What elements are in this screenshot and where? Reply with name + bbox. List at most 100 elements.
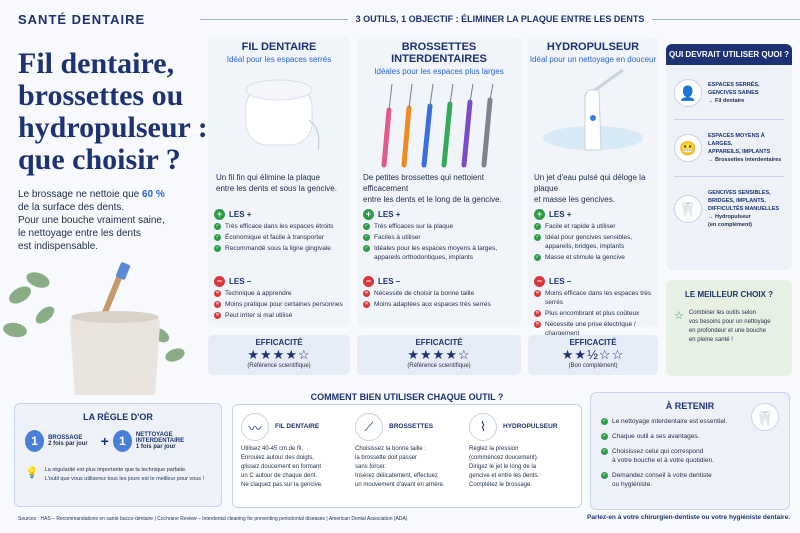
sidebar-title: QUI DEVRAIT UTILISER QUOI ? [666,44,792,65]
pros-label: + LES + [363,209,519,220]
how-title: COMMENT BIEN UTILISER CHAQUE OUTIL ? [310,392,504,402]
rule-frequency: 1 fois par jour [135,444,176,450]
plus-icon: + [534,209,545,220]
best-line: en profondeur et une bouche [688,328,766,334]
list-item: ✓ Idéal pour gencives sensibles, appareil… [534,233,660,251]
water-flosser-icon: ⌇ [469,413,497,441]
pros-text: LES + [549,210,572,219]
list-item: ✕ Plus encombrant et plus coûteux [534,309,660,318]
intro-line: est indispensable. [18,241,99,252]
item-text: Très efficace dans les espaces étroits [225,223,334,230]
list-item: ✕ Moins adaptées aux espaces très serrés [363,300,519,309]
interdental-brushes-image [381,83,494,168]
item-text: Nécessite une prise électrique / chargem… [545,321,636,337]
how-line: un mouvement d'avant en arrière. [355,482,445,488]
row-arrow: → Fil dentaire [708,98,745,104]
page-title: Fil dentaire, brossettes ou hydropulseur… [18,48,208,176]
how-line: gencive et entre les dents. [469,473,540,479]
x-icon: ✕ [214,301,221,308]
check-icon: ✓ [214,245,221,252]
brush-icon: ⟋ [355,413,383,441]
how-line: Ne claquez pas sur la gencive. [241,482,323,488]
rule-label: NETTOYAGE INTERDENTAIRE [135,432,185,444]
cons-list: − LES – ✕ Nécessite de choisir la bonne ta… [363,276,519,309]
item-text: Nécessite de choisir la bonne taille [374,290,475,297]
title-line: hydropulseur : [18,111,208,144]
item-text: Technique à apprendre [225,290,292,297]
row-text: GENCIVES SENSIBLES, [708,190,771,196]
row-text: APPAREILS, IMPLANTS [708,149,771,155]
check-icon: ✓ [363,245,370,252]
item-text: Masse et stimule la gencive [545,254,625,261]
list-item: ✓ Masse et stimule la gencive [534,253,660,262]
retain-item: ✓ Demandez conseil à votre dentiste ou hyg… [601,471,789,489]
check-icon: ✓ [534,234,541,241]
efficacy-label: EFFICACITÉ [415,338,463,347]
rule-note: L'outil que vous utiliserez tous les jou… [44,476,205,482]
objective-banner: 3 OUTILS, 1 OBJECTIF : ÉLIMINER LA PLAQU… [200,14,800,24]
list-item: ✕ Technique à apprendre [214,289,350,298]
best-title: LE MEILLEUR CHOIX ? [685,290,773,299]
star-rating: ★★★★☆ [247,347,311,362]
star-rating: ★★★★☆ [407,347,471,362]
efficacy-label: EFFICACITÉ [569,338,617,347]
retain-text: Le nettoyage interdentaire est essentiel… [612,418,728,425]
intro-line: de la surface des dents. [18,202,125,213]
sidebar-row: 👤 ESPACES SERRÉS, GENCIVES SAINES → Fil … [674,79,784,107]
tool-description: De petites brossettes qui nettoient effi… [363,172,521,205]
who-should-use-panel: QUI DEVRAIT UTILISER QUOI ? 👤 ESPACES SE… [666,44,792,270]
minus-icon: − [214,276,225,287]
desc-line: entre les dents et le long de la gencive… [363,195,502,204]
minus-icon: − [534,276,545,287]
retain-item: ✓ Choisissez celui qui correspond à votre … [601,447,789,465]
desc-line: De petites brossettes qui nettoient effi… [363,173,484,193]
pros-list: + LES + ✓ Facile et rapide à utiliser ✓ Idé… [534,209,660,262]
cons-text: LES – [229,277,252,286]
how-line: sans forcer. [355,464,387,470]
x-icon: ✕ [214,290,221,297]
footer-cta: Parlez-en à votre chirurgien-dentiste ou… [587,514,790,521]
water-flosser-image [543,68,643,151]
efficacy-label: EFFICACITÉ [255,338,303,347]
rating-note: (Référence scientifique) [247,363,311,369]
cons-label: − LES – [534,276,660,287]
list-item: ✕ Moins efficace dans les espaces très se… [534,289,660,307]
rating-note: (Bon complément) [568,363,618,369]
list-item: ✓ Très efficace dans les espaces étroits [214,222,350,231]
desc-line: Un jet d'eau pulsé qui déloge la plaque [534,173,646,193]
cons-text: LES – [549,277,572,286]
retain-text: Chaque outil a ses avantages. [612,433,700,440]
item-text: Moins efficace dans les espaces très ser… [545,290,652,306]
how-line: un C autour de chaque dent. [241,473,318,479]
floss-icon: 〰 [241,413,269,441]
item-text: Recommandé sous la ligne gingivale [225,245,331,252]
tool-name: BROSSETTES INTERDENTAIRES [391,41,487,65]
intro-line: le nettoyage entre les dents [18,228,141,239]
rule-label: BROSSAGE [48,435,83,441]
check-icon: ✓ [363,223,370,230]
retain-text: Demandez conseil à votre dentiste [612,472,712,479]
x-icon: ✕ [214,312,221,319]
item-text: Moins pratique pour certaines personnes [225,301,343,308]
row-text: BRIDGES, IMPLANTS, [708,198,766,204]
cons-list: − LES – ✕ Moins efficace dans les espaces … [534,276,660,338]
pros-list: + LES + ✓ Très efficace dans les espaces é… [214,209,350,253]
rule-note: La régularité est plus importante que la… [44,467,187,473]
item-text: Économique et facile à transporter [225,234,324,241]
pros-text: LES + [378,210,401,219]
lightbulb-icon: 💡 [25,467,39,479]
how-to-card: 〰 FIL DENTAIRE Utilisez 40-45 cm de fil. E… [232,404,582,508]
cons-label: − LES – [363,276,519,287]
pros-label: + LES + [214,209,350,220]
how-to-section: COMMENT BIEN UTILISER CHAQUE OUTIL ? [232,392,582,402]
key-takeaways-card: À RETENIR 🦷 ✓ Le nettoyage interdentaire … [590,392,790,510]
how-line: Insérez délicatement, effectuez [355,473,438,479]
rating-note: (Référence scientifique) [407,363,471,369]
tool-subtitle: Idéal pour un nettoyage en douceur [529,55,657,64]
row-arrow: → Brossettes interdentaires [708,157,782,163]
intro-percent: 60 % [141,189,165,200]
desc-line: entre les dents et sous la gencive. [216,184,337,193]
how-item: ⟋ BROSSETTES Choisissez la bonne taille :… [355,413,459,490]
tool-subtitle: Idéales pour les espaces plus larges [374,67,504,76]
toothbrush-cup-illustration [3,262,185,395]
